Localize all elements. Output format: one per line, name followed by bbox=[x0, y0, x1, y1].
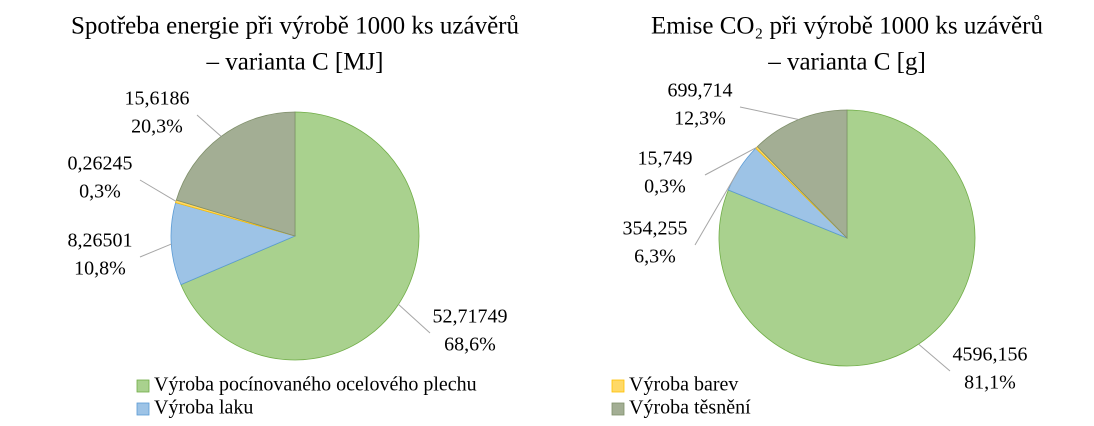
pie-slice bbox=[175, 111, 296, 237]
leader-line bbox=[694, 167, 741, 246]
legend-swatch bbox=[611, 379, 625, 393]
value-label: 699,714 bbox=[668, 80, 733, 102]
value-label: 0,26245 bbox=[68, 153, 133, 175]
chart-title: Emise CO₂ při výrobě 1000 ks uzávěrů bbox=[651, 13, 1043, 40]
leader-line bbox=[196, 114, 222, 137]
percent-label: 12,3% bbox=[674, 108, 726, 130]
value-label: 4596,156 bbox=[953, 344, 1028, 366]
value-label: 15,749 bbox=[638, 148, 693, 170]
value-label: 8,26501 bbox=[68, 230, 133, 252]
percent-label: 68,6% bbox=[444, 334, 496, 356]
leader-line bbox=[139, 179, 177, 202]
leader-line bbox=[918, 343, 951, 372]
value-label: 354,255 bbox=[623, 218, 688, 240]
pie-slice bbox=[756, 109, 848, 239]
chart-title: – varianta C [g] bbox=[767, 49, 926, 76]
leader-line bbox=[704, 146, 757, 176]
legend-label: Výroba pocínovaného ocelového plechu bbox=[154, 374, 477, 396]
value-label: 15,6186 bbox=[125, 88, 190, 110]
legend-swatch bbox=[136, 379, 150, 393]
pie-slice bbox=[170, 202, 297, 286]
percent-label: 0,3% bbox=[644, 176, 686, 198]
legend-label: Výroba laku bbox=[154, 397, 253, 419]
legend-swatch bbox=[136, 402, 150, 416]
legend-swatch bbox=[611, 402, 625, 416]
leader-line bbox=[739, 106, 799, 121]
value-label: 52,71749 bbox=[433, 306, 508, 328]
percent-label: 6,3% bbox=[634, 246, 676, 268]
leader-line bbox=[139, 243, 172, 258]
percent-label: 0,3% bbox=[79, 181, 121, 203]
percent-label: 81,1% bbox=[964, 372, 1016, 394]
leader-line bbox=[398, 303, 431, 334]
legend-label: Výroba těsnění bbox=[629, 397, 751, 419]
percent-label: 10,8% bbox=[74, 258, 126, 280]
legend-label: Výroba barev bbox=[629, 374, 738, 396]
chart-title: Spotřeba energie při výrobě 1000 ks uzáv… bbox=[71, 13, 520, 40]
chart-title: – varianta C [MJ] bbox=[205, 49, 383, 76]
percent-label: 20,3% bbox=[131, 116, 183, 138]
